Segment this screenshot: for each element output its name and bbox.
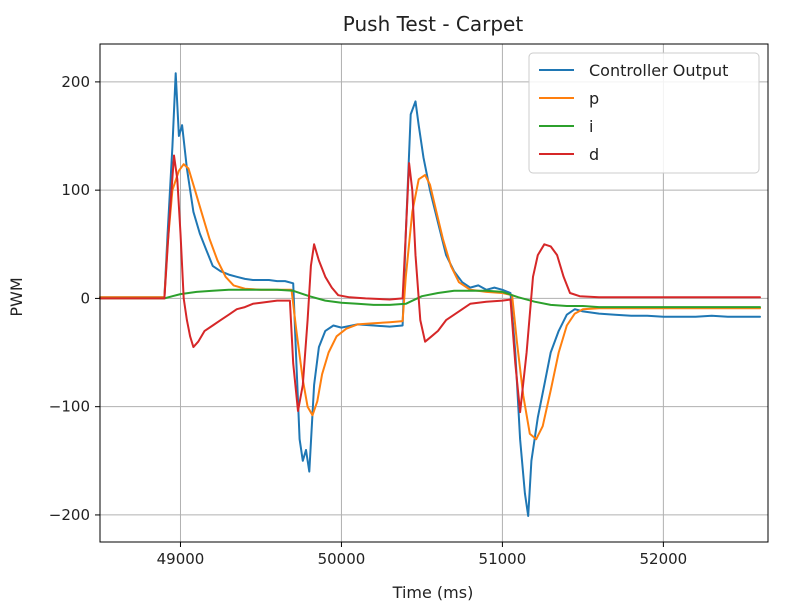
legend-label-p: p (589, 89, 599, 108)
series-line-i (99, 288, 761, 309)
x-tick-label-0: 49000 (157, 550, 205, 568)
legend-box (528, 52, 760, 174)
y-axis-label: PWM (7, 277, 26, 316)
grid-layer (100, 44, 768, 542)
y-tick-label-4: −200 (49, 506, 90, 524)
series-line-d (99, 154, 761, 414)
legend-label-d: d (589, 145, 599, 164)
legend-label-i: i (589, 117, 593, 136)
legend-layer: Controller Output pid (528, 52, 760, 174)
chart-title: Push Test - Carpet (343, 12, 524, 36)
plot-frame (99, 43, 769, 543)
y-tick-label-2: 0 (80, 289, 90, 307)
axes-layer: 49000 50000 51000 52000 200 100 0 −100 −200 (49, 43, 769, 568)
series-layer (99, 72, 761, 517)
x-tick-label-3: 52000 (640, 550, 688, 568)
x-tick-label-2: 51000 (479, 550, 527, 568)
series-line-p (99, 163, 761, 441)
x-tick-label-1: 50000 (318, 550, 366, 568)
x-axis-label: Time (ms) (392, 583, 474, 602)
y-tick-label-3: −100 (49, 398, 90, 416)
y-tick-label-1: 100 (61, 181, 90, 199)
y-tick-label-0: 200 (61, 73, 90, 91)
legend-label-controller-output: Controller Output (589, 61, 728, 80)
